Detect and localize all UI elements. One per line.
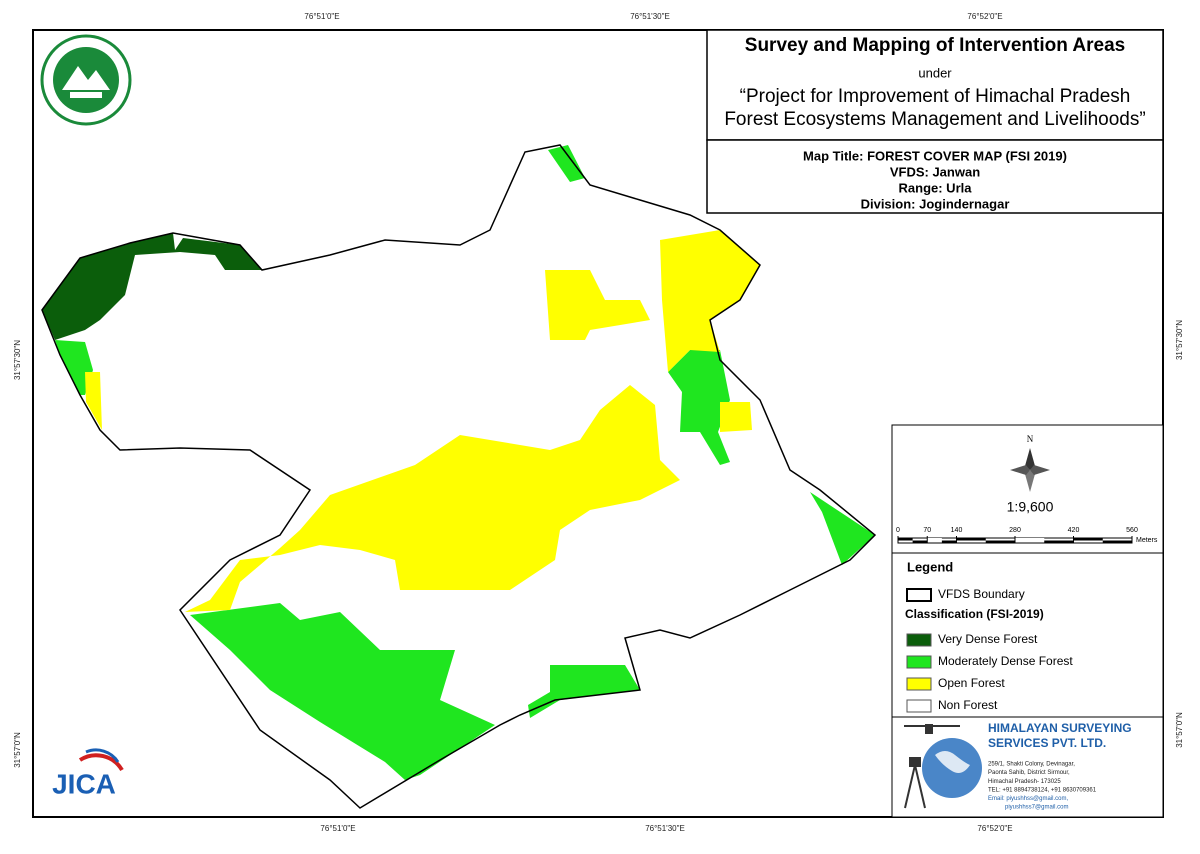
- scale-tick-label: 420: [1068, 527, 1080, 534]
- forest-patch: [545, 270, 650, 340]
- legend-swatch: [906, 655, 932, 669]
- scale-segment: [927, 538, 942, 541]
- company-address: TEL: +91 8894738124, +91 8630709361: [988, 787, 1097, 793]
- company-address: Himachal Pradesh- 173025: [988, 779, 1061, 785]
- north-label: N: [1027, 434, 1034, 444]
- subtitle: under: [918, 65, 952, 80]
- scale-segment: [941, 540, 957, 543]
- scale-tick-label: 140: [951, 527, 963, 534]
- jica-logo: JICA: [52, 748, 124, 799]
- forest-patch: [548, 145, 585, 182]
- map-info-line: VFDS: Janwan: [890, 164, 980, 179]
- forest-patch: [190, 603, 495, 780]
- scale-tick-label: 280: [1009, 527, 1021, 534]
- forest-patch: [185, 385, 680, 612]
- coordinate-label: 31°57'30"N: [1175, 320, 1184, 360]
- legend-label: Very Dense Forest: [938, 632, 1038, 646]
- title: Survey and Mapping of Intervention Areas: [745, 35, 1125, 56]
- forest-patch: [668, 350, 730, 465]
- scale-segment: [912, 540, 928, 543]
- company-address: Email: piyushhss@gmail.com,: [988, 796, 1068, 802]
- forest-patch: [720, 402, 752, 432]
- coordinate-label: 31°57'0"N: [13, 732, 22, 768]
- forest-dept-logo: [40, 34, 132, 126]
- coordinate-label: 76°51'30"E: [645, 824, 685, 833]
- coordinate-label: 76°51'0"E: [320, 824, 355, 833]
- company-address: 259/1, Shakti Colony, Devinagar,: [988, 762, 1075, 768]
- coordinate-label: 76°51'30"E: [630, 12, 670, 21]
- scale-tick-label: 70: [923, 527, 931, 534]
- legend-title: Legend: [907, 559, 953, 574]
- legend-label: Moderately Dense Forest: [938, 654, 1073, 668]
- north-arrow: [1010, 448, 1050, 492]
- scale-segment: [1073, 538, 1103, 541]
- info-box: [706, 139, 1164, 214]
- scale-segment: [1015, 538, 1045, 541]
- legend-label: VFDS Boundary: [938, 587, 1025, 601]
- forest-patch: [42, 233, 262, 340]
- legend-swatch: [906, 677, 932, 691]
- scale-segment: [985, 540, 1015, 543]
- forest-patch: [528, 665, 640, 718]
- scale-tick-label: 0: [896, 527, 900, 534]
- company-logo: [904, 724, 982, 809]
- legend-box: [891, 552, 1164, 718]
- legend-label: Non Forest: [938, 698, 998, 712]
- company-name: HIMALAYAN SURVEYING: [988, 721, 1132, 735]
- scale-segment: [898, 538, 913, 541]
- forest-patch: [660, 230, 760, 372]
- jica-text: JICA: [52, 768, 116, 799]
- coordinate-label: 76°52'0"E: [977, 824, 1012, 833]
- project-line: “Project for Improvement of Himachal Pra…: [740, 86, 1131, 107]
- scale-tick-label: 560: [1126, 527, 1138, 534]
- company-name: SERVICES PVT. LTD.: [988, 736, 1106, 750]
- legend-swatch: [906, 699, 932, 713]
- map-info-line: Range: Urla: [899, 180, 973, 195]
- forest-patch: [810, 492, 875, 565]
- map-info-line: Map Title: FOREST COVER MAP (FSI 2019): [803, 148, 1067, 163]
- scale-segment: [956, 538, 986, 541]
- scale-unit: Meters: [1136, 537, 1158, 544]
- coordinate-label: 31°57'0"N: [1175, 712, 1184, 748]
- coordinate-label: 76°51'0"E: [304, 12, 339, 21]
- scale-segment: [1044, 540, 1074, 543]
- legend-subtitle: Classification (FSI-2019): [905, 607, 1044, 621]
- scale-segment: [1102, 540, 1132, 543]
- scale-box: [891, 424, 1164, 554]
- forest-patch: [85, 372, 102, 430]
- legend-swatch: [906, 633, 932, 647]
- forest-patch: [55, 340, 93, 395]
- map-area: [41, 144, 877, 809]
- boundary-swatch: [906, 588, 932, 602]
- legend-label: Open Forest: [938, 676, 1005, 690]
- company-address: Paonta Sahib, District Sirmour,: [988, 770, 1070, 776]
- company-address: piyushhss7@gmail.com: [1005, 805, 1068, 811]
- map-info-line: Division: Jogindernagar: [861, 196, 1010, 211]
- vfds-boundary: [41, 144, 877, 809]
- title-box: [706, 29, 1164, 141]
- coordinate-label: 31°57'30"N: [13, 340, 22, 380]
- coordinate-label: 76°52'0"E: [967, 12, 1002, 21]
- scale-ratio: 1:9,600: [1007, 499, 1054, 515]
- project-line: Forest Ecosystems Management and Livelih…: [724, 109, 1145, 130]
